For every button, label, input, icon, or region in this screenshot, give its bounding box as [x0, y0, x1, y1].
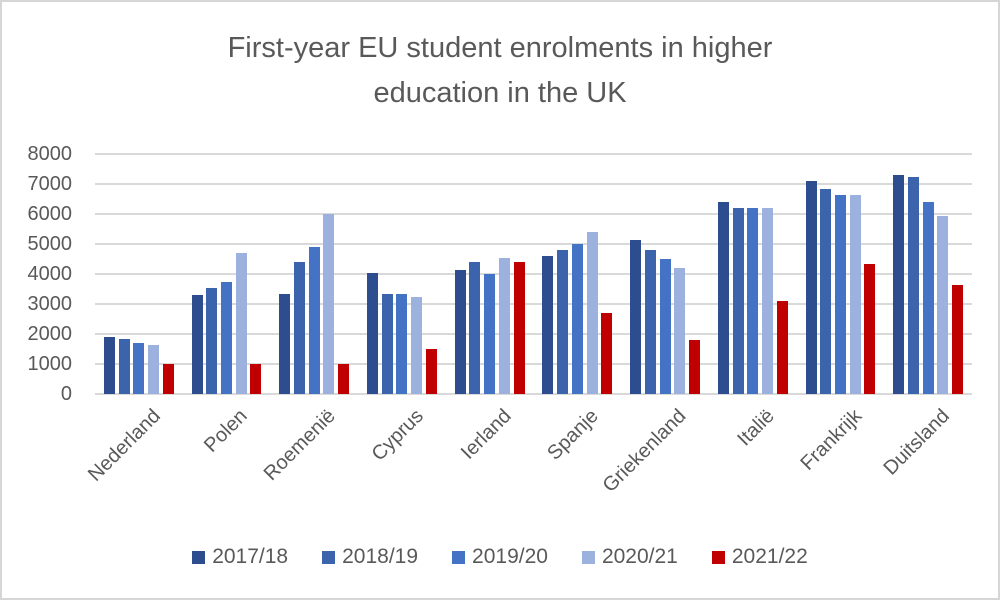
legend-swatch-icon — [452, 550, 466, 564]
legend-swatch-icon — [581, 550, 595, 564]
legend-swatch-icon — [711, 550, 725, 564]
legend-label: 2020/21 — [601, 545, 678, 568]
y-axis-tick-label-8000: 8000 — [27, 143, 73, 165]
gridline-3000 — [95, 303, 972, 305]
bar-2018-19-Cyprus — [381, 293, 393, 394]
gridline-4000 — [95, 273, 972, 275]
gridline-8000 — [95, 153, 972, 155]
bar-2020-21-Roemenië — [323, 214, 335, 394]
y-axis-tick-label-0: 0 — [60, 383, 72, 405]
bar-2020-21-Ierland — [498, 257, 510, 394]
bar-2019-20-Roemenië — [308, 247, 320, 394]
bar-2017-18-Griekenland — [630, 239, 642, 394]
x-axis-category-label-Nederland: Nederland — [83, 405, 165, 486]
bar-2020-21-Polen — [235, 253, 247, 394]
bar-2018-19-Griekenland — [644, 250, 656, 394]
gridline-0 — [95, 393, 972, 395]
bar-2017-18-Duitsland — [893, 175, 905, 394]
bar-2018-19-Roemenië — [294, 262, 306, 394]
y-axis-tick-label-6000: 6000 — [27, 203, 73, 225]
bar-2017-18-Nederland — [103, 337, 115, 394]
bar-2017-18-Roemenië — [279, 293, 291, 394]
gridline-5000 — [95, 243, 972, 245]
bar-2019-20-Polen — [221, 281, 233, 394]
bar-2021-22-Polen — [250, 364, 262, 394]
y-axis-tick-label-1000: 1000 — [27, 353, 73, 375]
bar-2021-22-Ierland — [513, 262, 525, 394]
legend-item-2021-22: 2021/22 — [711, 545, 808, 569]
bar-2019-20-Italië — [747, 208, 759, 394]
bar-2017-18-Cyprus — [367, 272, 379, 394]
gridline-1000 — [95, 363, 972, 365]
bar-2019-20-Ierland — [484, 274, 496, 394]
y-axis-tick-label-2000: 2000 — [27, 323, 73, 345]
legend-item-2020-21: 2020/21 — [581, 545, 678, 569]
bar-2018-19-Duitsland — [907, 176, 919, 394]
x-axis-category-label-Ierland: Ierland — [456, 405, 516, 464]
bar-2020-21-Spanje — [586, 232, 598, 394]
x-axis-category-label-Polen: Polen — [200, 405, 253, 457]
bar-2018-19-Frankrijk — [820, 188, 832, 394]
bar-2019-20-Duitsland — [922, 202, 934, 394]
bar-2018-19-Italië — [732, 208, 744, 394]
chart-title-line-2: education in the UK — [373, 77, 627, 109]
legend-label: 2021/22 — [731, 545, 808, 568]
y-axis-tick-label-5000: 5000 — [27, 233, 73, 255]
y-axis-tick-label-4000: 4000 — [27, 263, 73, 285]
bar-2018-19-Ierland — [469, 262, 481, 394]
bar-2021-22-Spanje — [601, 313, 613, 394]
chart-title-line-1: First-year EU student enrolments in high… — [227, 32, 773, 64]
bar-2020-21-Griekenland — [674, 268, 686, 394]
x-axis-category-label-Italië: Italië — [732, 405, 779, 451]
bar-2018-19-Nederland — [118, 338, 130, 394]
bar-2021-22-Frankrijk — [864, 263, 876, 394]
x-axis-category-label-Cyprus: Cyprus — [367, 405, 428, 466]
chart-title: First-year EU student enrolments in high… — [2, 26, 998, 116]
x-axis-category-label-Griekenland: Griekenland — [598, 405, 691, 497]
bar-2021-22-Italië — [776, 301, 788, 394]
legend-swatch-icon — [322, 550, 336, 564]
bar-2021-22-Roemenië — [338, 364, 350, 394]
bar-2021-22-Duitsland — [952, 284, 964, 394]
bar-2021-22-Nederland — [162, 364, 174, 394]
legend-item-2019-20: 2019/20 — [452, 545, 548, 569]
bar-2017-18-Frankrijk — [805, 181, 817, 394]
bar-2020-21-Frankrijk — [849, 194, 861, 394]
legend-label: 2019/20 — [472, 545, 548, 568]
bar-2020-21-Cyprus — [411, 296, 423, 394]
bar-2017-18-Italië — [717, 202, 729, 394]
bar-2019-20-Cyprus — [396, 293, 408, 394]
legend-label: 2018/19 — [342, 545, 419, 568]
bar-2018-19-Spanje — [557, 250, 569, 394]
bar-2021-22-Griekenland — [688, 340, 700, 394]
bar-2018-19-Polen — [206, 287, 218, 394]
bar-2017-18-Ierland — [454, 269, 466, 394]
gridline-2000 — [95, 333, 972, 335]
bar-2019-20-Spanje — [571, 244, 583, 394]
legend-item-2018-19: 2018/19 — [322, 545, 418, 569]
legend-swatch-icon — [192, 550, 206, 564]
legend-item-2017-18: 2017/18 — [192, 545, 288, 569]
x-axis-category-label-Spanje: Spanje — [543, 405, 603, 465]
bar-2017-18-Polen — [191, 295, 203, 394]
legend-label: 2017/18 — [212, 545, 289, 568]
bar-2020-21-Duitsland — [937, 215, 949, 394]
bar-2017-18-Spanje — [542, 256, 554, 394]
x-axis-category-label-Frankrijk: Frankrijk — [796, 405, 867, 475]
bar-2021-22-Cyprus — [425, 349, 437, 394]
gridline-6000 — [95, 213, 972, 215]
bar-2020-21-Nederland — [148, 344, 160, 394]
bar-2019-20-Griekenland — [659, 259, 671, 394]
bar-2020-21-Italië — [761, 208, 773, 394]
legend: 2017/18 2018/19 2019/20 2020/21 2021/22 — [2, 545, 998, 569]
bar-2019-20-Nederland — [133, 343, 145, 394]
x-axis-category-label-Duitsland: Duitsland — [879, 405, 954, 480]
y-axis-tick-label-3000: 3000 — [27, 293, 73, 315]
bar-2019-20-Frankrijk — [834, 194, 846, 394]
x-axis-category-label-Roemenië: Roemenië — [259, 405, 340, 486]
y-axis-tick-label-7000: 7000 — [27, 173, 73, 195]
gridline-7000 — [95, 183, 972, 185]
